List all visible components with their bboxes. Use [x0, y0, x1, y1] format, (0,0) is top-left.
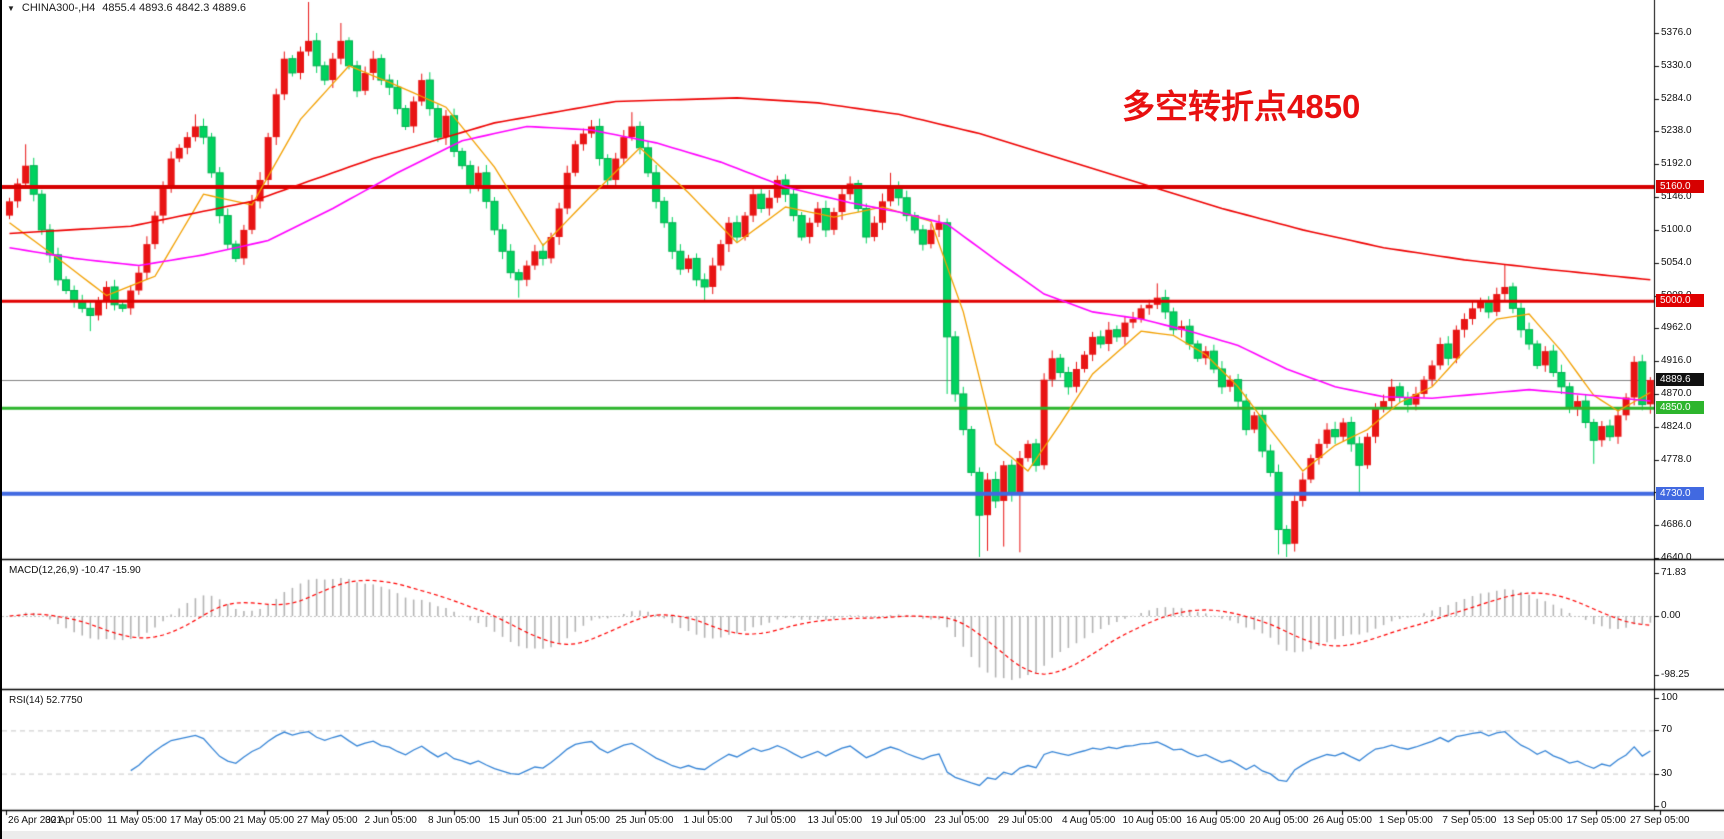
time-axis-label: 21 Jun 05:00	[552, 815, 610, 826]
price-tick: 4778.0	[1661, 453, 1692, 465]
macd-tick: -98.25	[1661, 669, 1690, 681]
price-tick: 4824.0	[1661, 420, 1692, 432]
time-axis-label: 11 May 05:00	[106, 815, 167, 826]
time-axis-label: 16 Aug 05:00	[1186, 815, 1246, 826]
price-tick: 4916.0	[1661, 355, 1692, 367]
time-axis-label: 7 Jul 05:00	[746, 815, 796, 826]
time-axis-label: 20 Aug 05:00	[1249, 815, 1309, 826]
time-axis-label: 17 May 05:00	[170, 815, 231, 826]
time-axis-label: 23 Jul 05:00	[934, 815, 990, 826]
macd-tick: 0.00	[1661, 610, 1681, 621]
price-tick: 4870.0	[1661, 387, 1692, 399]
price-tick: 5146.0	[1661, 191, 1692, 203]
time-axis-label: 26 Aug 05:00	[1312, 815, 1372, 826]
price-level-chip: 5000.0	[1656, 294, 1704, 308]
rsi-tick: 30	[1661, 767, 1673, 779]
time-axis-label: 13 Jul 05:00	[807, 815, 863, 826]
rsi-tick: 0	[1661, 800, 1667, 811]
price-level-chip: 4730.0	[1656, 486, 1704, 500]
macd-indicator-label: MACD(12,26,9) -10.47 -15.90	[9, 565, 141, 576]
time-axis-label: 4 Aug 05:00	[1061, 815, 1116, 826]
time-axis-label: 10 Aug 05:00	[1122, 815, 1182, 826]
time-axis-label: 26 Apr 2021	[8, 815, 62, 826]
price-tick: 5054.0	[1661, 256, 1692, 268]
time-axis-label: 15 Jun 05:00	[488, 815, 547, 826]
price-tick: 5238.0	[1661, 125, 1692, 137]
chevron-down-icon[interactable]: ▼	[7, 3, 15, 13]
time-axis-label: 1 Sep 05:00	[1378, 815, 1433, 826]
chart-annotation: 多空转折点4850	[1122, 88, 1361, 125]
time-axis-label: 27 Sep 05:00	[1629, 815, 1690, 826]
price-tick: 4962.0	[1661, 322, 1692, 334]
rsi-indicator-label: RSI(14) 52.7750	[9, 695, 83, 706]
price-tick: 5100.0	[1661, 223, 1692, 235]
time-axis-label: 7 Sep 05:00	[1442, 815, 1497, 826]
time-axis-label: 8 Jun 05:00	[428, 815, 481, 826]
rsi-tick: 100	[1661, 692, 1678, 703]
price-tick: 4686.0	[1661, 519, 1692, 531]
price-tick: 5284.0	[1661, 92, 1692, 104]
time-axis-label: 27 May 05:00	[296, 815, 358, 826]
time-axis-label: 25 Jun 05:00	[615, 815, 674, 826]
time-axis-label: 21 May 05:00	[233, 815, 295, 826]
time-axis-label: 1 Jul 05:00	[683, 815, 733, 826]
time-axis-label: 30 Apr 05:00	[45, 815, 102, 826]
symbol-period-label: CHINA300-,H4	[21, 2, 96, 14]
price-level-chip: 4850.0	[1656, 401, 1704, 415]
price-tick: 5330.0	[1661, 59, 1692, 71]
time-axis-label: 17 Sep 05:00	[1566, 815, 1627, 826]
time-axis-label: 13 Sep 05:00	[1503, 815, 1563, 826]
time-axis-label: 2 Jun 05:00	[364, 815, 417, 826]
rsi-tick: 70	[1661, 724, 1673, 736]
bottom-strip	[2, 831, 1724, 839]
time-axis-label: 29 Jul 05:00	[997, 815, 1053, 826]
price-tick: 5192.0	[1661, 158, 1692, 170]
ohlc-values: 4855.4 4893.6 4842.3 4889.6	[102, 2, 247, 14]
price-tick: 5376.0	[1661, 27, 1692, 38]
macd-tick: 71.83	[1661, 566, 1687, 578]
price-tick: 4640.0	[1661, 552, 1692, 563]
price-level-chip: 5160.0	[1656, 180, 1704, 194]
price-level-chip: 4889.6	[1656, 372, 1704, 386]
time-axis-label: 19 Jul 05:00	[871, 815, 926, 826]
chart-title: ▼ CHINA300-,H4 4855.4 4893.6 4842.3 4889…	[7, 2, 246, 14]
